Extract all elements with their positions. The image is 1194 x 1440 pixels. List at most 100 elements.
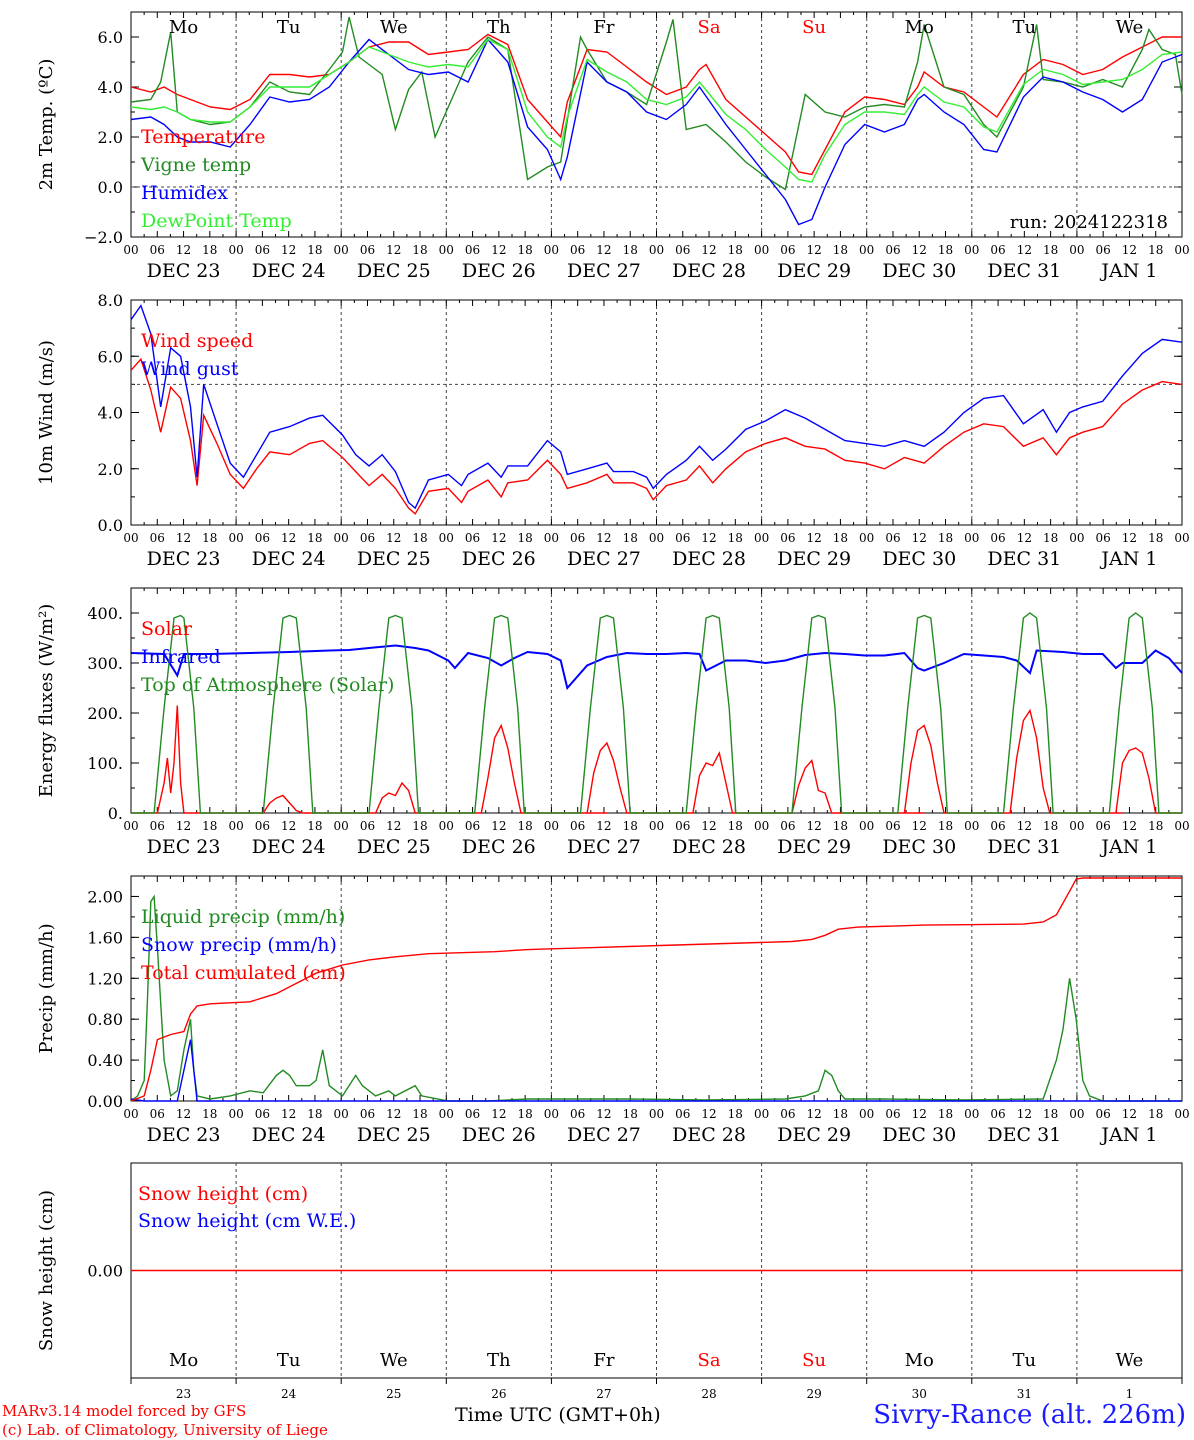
hour-label: 00: [228, 819, 243, 833]
series-line-vigne-temp: [130, 16, 1183, 191]
hour-label: 12: [596, 243, 611, 257]
weekday-label: Su: [802, 1350, 826, 1371]
y-tick-label: 0.00: [87, 1092, 123, 1111]
hour-label: 12: [1017, 819, 1032, 833]
hour-label: 12: [281, 819, 296, 833]
weekday-label: We: [1116, 1350, 1144, 1371]
series-line-dewpoint-temp: [130, 38, 1183, 183]
hour-label: 06: [990, 531, 1005, 545]
hour-label: 06: [465, 531, 480, 545]
date-label: DEC 31: [987, 836, 1061, 858]
date-label: DEC 28: [672, 260, 746, 282]
date-label: DEC 27: [567, 1124, 641, 1146]
hour-label: 18: [623, 531, 638, 545]
series-line-wind-gust: [130, 304, 1183, 510]
series-line-infrared: [130, 644, 1183, 691]
hour-label: 18: [938, 819, 953, 833]
date-label: DEC 24: [252, 1124, 326, 1146]
series-line-wind-speed: [130, 357, 1183, 515]
weekday-label: Tu: [277, 1350, 301, 1371]
hour-label: 00: [228, 1107, 243, 1121]
date-label: JAN 1: [1099, 548, 1157, 570]
legend-item: Wind speed: [141, 330, 253, 352]
hour-label: 18: [517, 531, 532, 545]
series-line-humidex: [130, 38, 1183, 226]
date-label: DEC 30: [882, 548, 956, 570]
hour-label: 18: [728, 1107, 743, 1121]
hour-label: 18: [623, 819, 638, 833]
legend-item: Snow precip (mm/h): [141, 934, 337, 956]
day-number: 25: [386, 1387, 401, 1401]
weekday-label: Su: [802, 17, 826, 38]
hour-label: 00: [123, 243, 138, 257]
hour-label: 00: [754, 819, 769, 833]
station-title: Sivry-Rance (alt. 226m): [873, 1400, 1186, 1430]
weekday-label: Mo: [169, 1350, 198, 1371]
hour-label: 00: [754, 243, 769, 257]
legend-item: Top of Atmosphere (Solar): [141, 674, 394, 696]
date-label: DEC 27: [567, 836, 641, 858]
weekday-label: Th: [487, 1350, 511, 1371]
hour-label: 00: [439, 531, 454, 545]
hour-label: 00: [1174, 243, 1189, 257]
hour-label: 12: [281, 531, 296, 545]
legend-item: Wind gust: [141, 358, 239, 380]
plot-frame: [130, 299, 1183, 526]
hour-label: 06: [885, 531, 900, 545]
hour-label: 18: [412, 1107, 427, 1121]
hour-label: 06: [1096, 1107, 1111, 1121]
run-label: run: 2024122318: [1010, 212, 1168, 233]
y-tick-label: 200.: [87, 704, 123, 723]
hour-label: 12: [807, 1107, 822, 1121]
weekday-label: Mo: [169, 17, 198, 38]
weekday-label: We: [380, 17, 408, 38]
hour-label: 12: [807, 531, 822, 545]
y-tick-label: 2.0: [98, 460, 123, 479]
y-axis-label: 2m Temp. (ºC): [36, 59, 57, 191]
hour-label: 18: [412, 243, 427, 257]
hour-label: 12: [491, 1107, 506, 1121]
legend-item: Snow height (cm W.E.): [138, 1210, 356, 1232]
hour-label: 18: [728, 243, 743, 257]
y-axis-label: Energy fluxes (W/m²): [36, 604, 57, 798]
y-tick-label: 6.0: [98, 347, 123, 366]
hour-label: 18: [833, 1107, 848, 1121]
hour-label: 06: [255, 819, 270, 833]
hour-label: 18: [202, 531, 217, 545]
legend-item: Temperature: [141, 126, 265, 148]
hour-label: 06: [150, 819, 165, 833]
hour-label: 18: [1043, 531, 1058, 545]
hour-label: 18: [938, 531, 953, 545]
hour-label: 06: [1096, 243, 1111, 257]
y-tick-label: 8.0: [98, 291, 123, 310]
hour-label: 00: [123, 819, 138, 833]
day-number: 27: [596, 1387, 611, 1401]
hour-label: 12: [281, 243, 296, 257]
hour-label: 12: [386, 819, 401, 833]
panel-temp: [130, 11, 1183, 238]
hour-label: 18: [728, 531, 743, 545]
legend-item: Solar: [141, 618, 193, 640]
hour-label: 06: [150, 1107, 165, 1121]
panel-wind: [130, 299, 1183, 526]
hour-label: 06: [780, 531, 795, 545]
date-label: DEC 28: [672, 548, 746, 570]
hour-label: 18: [1043, 243, 1058, 257]
hour-label: 00: [334, 243, 349, 257]
hour-label: 00: [649, 531, 664, 545]
weekday-label: Fr: [593, 17, 614, 38]
weekday-label: Mo: [905, 1350, 934, 1371]
hour-label: 12: [491, 531, 506, 545]
date-label: DEC 26: [462, 836, 536, 858]
hour-label: 12: [176, 1107, 191, 1121]
hour-label: 12: [176, 243, 191, 257]
hour-label: 18: [517, 819, 532, 833]
date-label: JAN 1: [1099, 260, 1157, 282]
hour-label: 06: [570, 243, 585, 257]
hour-label: 06: [990, 819, 1005, 833]
hour-label: 18: [833, 531, 848, 545]
y-tick-label: 0.0: [98, 516, 123, 535]
hour-label: 18: [202, 1107, 217, 1121]
hour-label: 06: [465, 819, 480, 833]
weekday-label: Sa: [698, 1350, 721, 1371]
